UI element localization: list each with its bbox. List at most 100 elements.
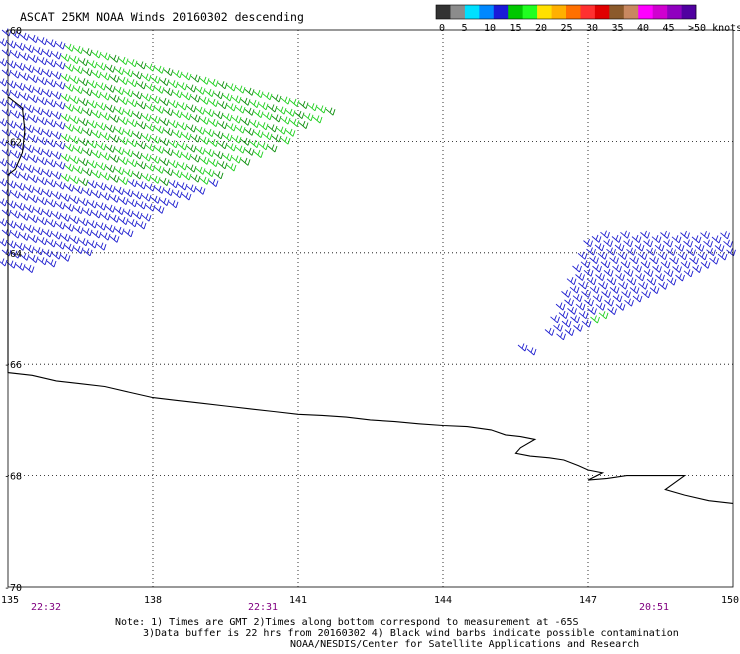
colorbar-label: 40: [637, 23, 649, 34]
wind-barb: [78, 58, 89, 67]
map-frame: [7, 29, 734, 588]
wind-barb: [73, 65, 84, 74]
wind-barb: [595, 302, 606, 311]
wind-barb: [235, 125, 246, 134]
wind-barb: [64, 83, 75, 92]
wind-barb: [575, 272, 585, 281]
lat-tick-label: -62: [4, 137, 22, 148]
wind-barb: [69, 115, 80, 124]
wind-barb: [132, 131, 143, 140]
wind-barb: [150, 195, 161, 204]
wind-barb: [312, 115, 323, 124]
wind-barb: [33, 247, 44, 256]
wind-barb: [168, 120, 179, 129]
wind-barb: [629, 256, 639, 265]
wind-barb: [37, 217, 48, 226]
wind-barb: [159, 117, 170, 126]
wind-barb: [69, 235, 80, 244]
wind-barb: [262, 132, 273, 141]
wind-barb: [186, 164, 197, 173]
wind-barb: [181, 72, 192, 81]
wind-barb: [307, 103, 318, 112]
colorbar-swatch: [493, 5, 509, 19]
wind-barb: [658, 281, 668, 290]
wind-barb: [680, 230, 690, 239]
wind-barb: [1, 108, 12, 117]
wind-barb: [69, 135, 80, 144]
wind-barb: [73, 145, 84, 154]
wind-barb: [680, 260, 691, 269]
wind-barb: [46, 39, 57, 48]
wind-barb: [51, 51, 62, 60]
wind-barb: [78, 78, 89, 87]
wind-barb: [280, 116, 291, 125]
wind-barb: [556, 332, 566, 341]
wind-barb: [592, 264, 602, 273]
lon-tick-label: 138: [144, 595, 162, 606]
wind-barb: [69, 55, 80, 64]
wind-barb: [64, 203, 75, 212]
wind-barb: [632, 264, 642, 273]
wind-barb: [267, 144, 278, 153]
wind-barb: [606, 277, 617, 286]
wind-barb: [651, 235, 662, 244]
wind-barb: [105, 84, 116, 93]
wind-barb: [145, 103, 156, 112]
wind-barb: [91, 230, 102, 239]
wind-barb: [37, 117, 48, 126]
wind-barb: [10, 190, 21, 199]
wind-barb: [566, 277, 577, 286]
wind-barb: [316, 105, 327, 114]
wind-barb: [123, 189, 134, 198]
wind-barb: [581, 319, 592, 328]
wind-barb: [697, 252, 708, 261]
wind-barb: [55, 81, 66, 90]
wind-barb: [24, 224, 35, 233]
wind-barb: [105, 124, 116, 133]
wind-barb: [132, 191, 143, 200]
wind-barb: [298, 120, 309, 129]
wind-barb: [118, 176, 129, 185]
wind-barb: [15, 242, 26, 251]
wind-barb: [1, 128, 12, 137]
wind-barb: [289, 98, 300, 107]
wind-barb: [24, 184, 35, 193]
wind-barb: [717, 252, 728, 261]
wind-barb: [91, 210, 102, 219]
colorbar-swatch: [667, 5, 682, 19]
wind-barb: [60, 153, 71, 162]
wind-barb: [15, 182, 26, 191]
wind-barb: [578, 281, 588, 290]
wind-barb: [276, 106, 287, 115]
wind-barb: [96, 102, 107, 111]
wind-barb: [603, 239, 613, 248]
wind-barb: [154, 185, 165, 194]
latitude-tick-labels: -60 -62 -64 -66 -68 -70: [4, 26, 22, 594]
wind-barb: [186, 124, 197, 133]
wind-barb: [19, 192, 30, 201]
wind-barb: [19, 232, 30, 241]
wind-barb: [226, 123, 237, 132]
wind-barb: [267, 124, 278, 133]
wind-barb: [217, 81, 228, 90]
wind-barb: [78, 218, 89, 227]
wind-barb: [136, 201, 147, 210]
wind-barb: [82, 208, 93, 217]
colorbar-swatch: [652, 5, 668, 19]
wind-barb: [575, 302, 586, 311]
wind-barb: [159, 97, 170, 106]
wind-barb: [141, 93, 152, 102]
wind-barb: [276, 126, 287, 135]
wind-barb: [181, 152, 192, 161]
wind-barb: [618, 281, 628, 290]
wind-barb: [24, 84, 35, 93]
note-credit-line: NOAA/NESDIS/Center for Satellite Applica…: [290, 639, 639, 650]
wind-barb: [96, 182, 107, 191]
wind-barb: [655, 273, 665, 282]
wind-barb: [262, 92, 273, 101]
wind-barb: [105, 164, 116, 173]
wind-barb: [720, 231, 730, 240]
wind-barb: [285, 128, 296, 137]
wind-barb: [600, 260, 611, 269]
